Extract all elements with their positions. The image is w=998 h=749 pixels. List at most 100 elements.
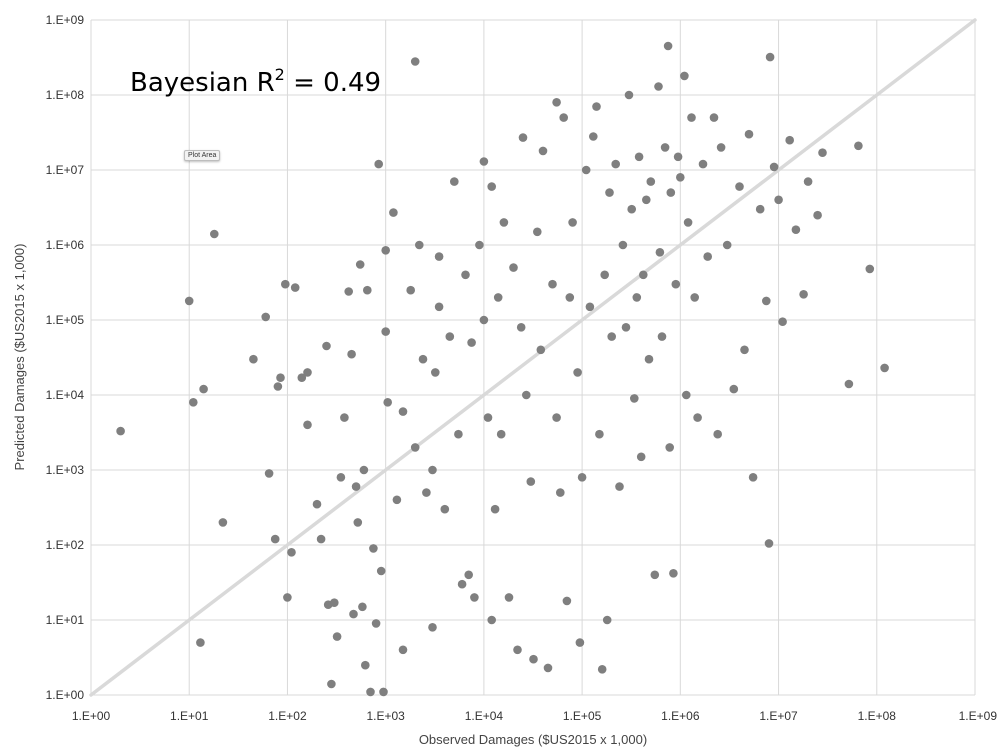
data-point (374, 159, 384, 169)
x-tick-label: 1.E+08 (858, 709, 897, 723)
reference-line (89, 18, 977, 697)
data-point (538, 146, 548, 156)
data-point (618, 240, 628, 250)
data-point (663, 41, 673, 51)
data-point (636, 452, 646, 462)
data-point (381, 246, 391, 255)
data-point (666, 188, 676, 197)
data-point (490, 504, 500, 514)
data-point (509, 263, 518, 272)
data-point (363, 285, 372, 295)
data-point (605, 188, 614, 197)
data-point (461, 270, 470, 280)
data-point (577, 473, 587, 482)
data-point (493, 293, 503, 302)
annotation-suffix: = 0.49 (285, 68, 381, 98)
data-point (290, 283, 300, 292)
data-point (765, 52, 775, 62)
data-point (559, 113, 568, 122)
data-point (693, 413, 702, 422)
data-point (496, 429, 506, 439)
data-point (562, 596, 572, 606)
data-point (116, 426, 125, 436)
y-tick-label: 1.E+07 (46, 163, 85, 177)
data-point (428, 623, 437, 632)
data-point (602, 615, 612, 625)
data-point (340, 413, 349, 422)
annotation-prefix: Bayesian R (130, 68, 275, 98)
data-point (379, 687, 388, 697)
data-point (281, 279, 290, 289)
data-point (406, 285, 416, 295)
data-point (575, 638, 585, 647)
data-point (483, 413, 493, 422)
y-tick-label: 1.E+04 (46, 388, 85, 402)
x-tick-label: 1.E+00 (72, 709, 111, 723)
data-point (844, 379, 854, 389)
data-point (297, 373, 307, 383)
data-point (518, 133, 528, 142)
y-tick-label: 1.E+00 (46, 688, 85, 702)
data-point (398, 645, 408, 655)
data-point (740, 345, 749, 355)
data-point (312, 499, 322, 509)
data-point (513, 645, 522, 655)
data-point (196, 638, 205, 647)
data-point (210, 229, 219, 239)
data-point (470, 593, 479, 602)
data-point (303, 368, 312, 377)
data-point (330, 598, 339, 607)
data-point (383, 398, 393, 407)
data-point (351, 482, 361, 491)
data-point (434, 252, 444, 261)
plot-area-tooltip: Plot Area (184, 150, 221, 161)
data-point (529, 654, 538, 664)
data-point (634, 152, 644, 162)
data-point (522, 390, 531, 400)
data-point (600, 270, 609, 280)
data-point (722, 240, 732, 250)
data-point (454, 429, 463, 439)
data-point (261, 312, 271, 322)
y-tick-label: 1.E+03 (46, 463, 85, 477)
data-point (592, 102, 601, 111)
data-point (632, 293, 642, 302)
data-point (785, 135, 794, 145)
data-point (428, 465, 437, 475)
data-point (683, 218, 693, 227)
y-tick-label: 1.E+05 (46, 313, 85, 327)
data-point (199, 384, 208, 394)
data-point (597, 665, 607, 674)
data-point (642, 195, 651, 205)
data-point (621, 323, 631, 332)
data-point (336, 473, 346, 482)
data-point (611, 159, 620, 169)
data-point (709, 113, 719, 122)
data-point (389, 208, 398, 217)
data-point (755, 204, 765, 214)
data-point (344, 287, 354, 296)
data-point (556, 488, 565, 497)
data-point (322, 341, 331, 351)
data-point (440, 504, 450, 514)
data-point (655, 248, 665, 257)
data-point (646, 177, 656, 186)
data-point (729, 384, 739, 394)
data-point (431, 368, 440, 377)
x-tick-labels: 1.E+00 1.E+01 1.E+02 1.E+03 1.E+04 1.E+05 1.E+… (72, 709, 998, 723)
data-point (504, 593, 514, 602)
data-point (418, 354, 428, 364)
data-point (218, 518, 228, 527)
data-point (669, 569, 678, 578)
data-point (353, 518, 363, 527)
data-point (748, 473, 758, 482)
y-tick-label: 1.E+06 (46, 238, 85, 252)
data-point (487, 182, 497, 191)
data-point (487, 615, 497, 625)
data-point (650, 570, 660, 580)
data-point (445, 332, 455, 341)
data-point (639, 270, 648, 280)
y-tick-labels: 1.E+00 1.E+01 1.E+02 1.E+03 1.E+04 1.E+05 1.E+… (46, 13, 85, 702)
data-point (568, 218, 577, 227)
